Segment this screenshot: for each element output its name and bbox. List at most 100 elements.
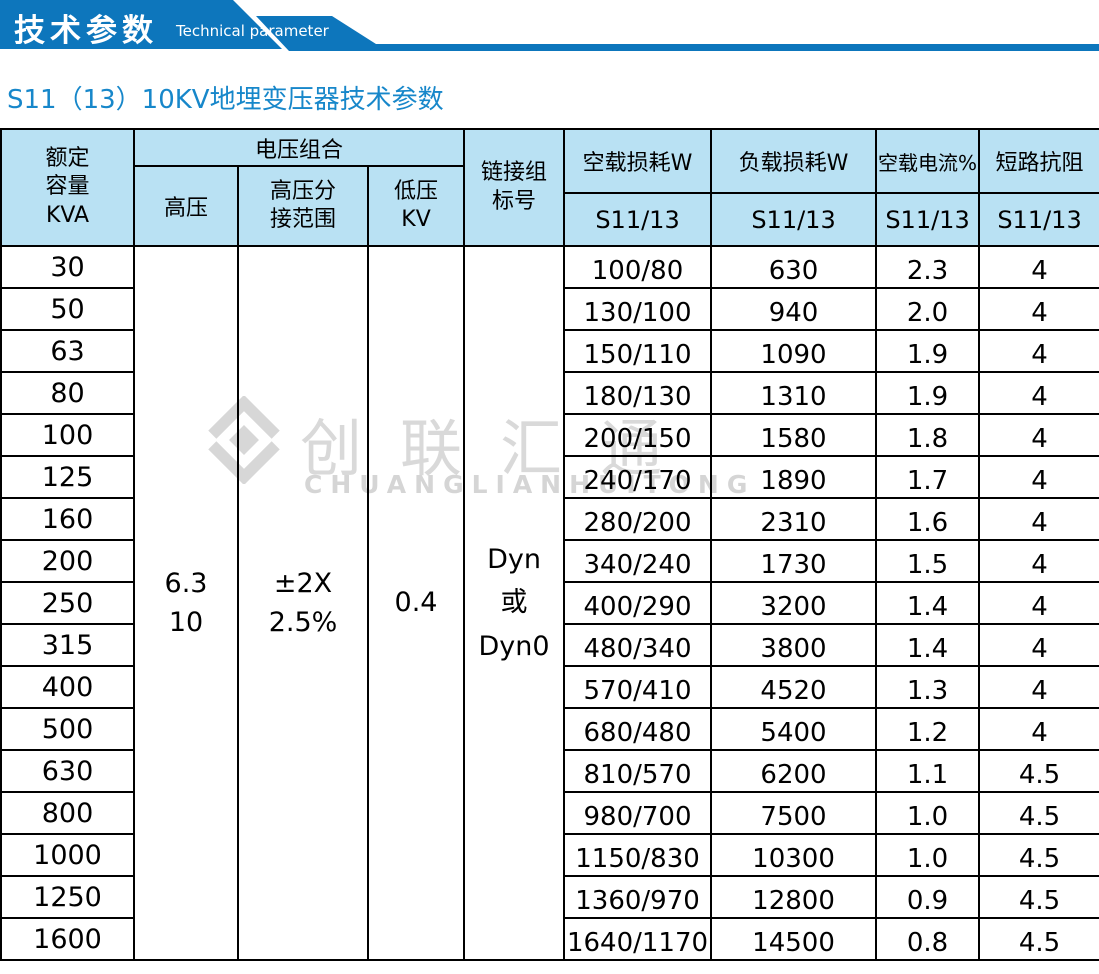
banner-subtitle: Technical parameter (176, 22, 329, 40)
cell-no-load-loss: 1150/830 (563, 833, 713, 877)
table-body: 30 6.3 10 ±2X 2.5% 0.4 Dyn 或 Dyn0 100/80 630 2.… (0, 245, 1099, 961)
no-load-current-label: 空载电流% (878, 131, 978, 194)
table-row: 500 680/480 5400 1.2 4 (0, 707, 1099, 751)
cell-load-loss: 5400 (710, 707, 878, 751)
cell-impedance: 4.5 (978, 791, 1099, 835)
load-loss-sub: S11/13 (751, 205, 836, 234)
cell-load-loss: 6200 (710, 749, 878, 793)
table-row: 315 480/340 3800 1.4 4 (0, 623, 1099, 667)
cell-no-load-loss: 150/110 (563, 329, 713, 373)
cell-no-load-current: 1.9 (875, 371, 981, 415)
table-row: 630 810/570 6200 1.1 4.5 (0, 749, 1099, 793)
cell-capacity: 500 (0, 707, 135, 751)
cell-impedance: 4 (978, 623, 1099, 667)
table-row: 30 6.3 10 ±2X 2.5% 0.4 Dyn 或 Dyn0 100/80 630 2.… (0, 245, 1099, 961)
table-row: 63 150/110 1090 1.9 4 (0, 329, 1099, 373)
parameters-table: 额定 容量 KVA 电压组合 链接组 标号 空载损耗W S11/13 负载损耗W… (0, 127, 1099, 961)
cell-no-load-current: 2.0 (875, 287, 981, 331)
cell-capacity: 1000 (0, 833, 135, 877)
cell-no-load-loss: 340/240 (563, 539, 713, 583)
table-row: 80 180/130 1310 1.9 4 (0, 371, 1099, 415)
col-header-no-load-loss: 空载损耗W S11/13 (563, 128, 713, 247)
col-header-hv: 高压 (133, 165, 239, 247)
cell-load-loss: 1730 (710, 539, 878, 583)
cell-impedance: 4 (978, 539, 1099, 583)
table-row: 50 130/100 940 2.0 4 (0, 287, 1099, 331)
cell-no-load-current: 1.7 (875, 455, 981, 499)
header-banner: 技术参数 Technical parameter (0, 0, 1099, 52)
cell-load-loss: 2310 (710, 497, 878, 541)
cell-impedance: 4 (978, 371, 1099, 415)
cell-no-load-loss: 570/410 (563, 665, 713, 709)
col-header-capacity: 额定 容量 KVA (0, 128, 135, 247)
cell-impedance: 4 (978, 665, 1099, 709)
cell-impedance: 4 (978, 455, 1099, 499)
table-row: 250 400/290 3200 1.4 4 (0, 581, 1099, 625)
table-row: 400 570/410 4520 1.3 4 (0, 665, 1099, 709)
cell-no-load-current: 1.0 (875, 833, 981, 877)
cell-load-loss: 10300 (710, 833, 878, 877)
cell-no-load-loss: 130/100 (563, 287, 713, 331)
no-load-current-sub: S11/13 (885, 205, 970, 234)
cell-no-load-loss: 680/480 (563, 707, 713, 751)
cell-capacity: 1250 (0, 875, 135, 919)
cell-impedance: 4.5 (978, 875, 1099, 919)
load-loss-label: 负载损耗W (713, 131, 875, 194)
cell-load-loss: 12800 (710, 875, 878, 919)
cell-impedance: 4 (978, 413, 1099, 457)
cell-load-loss: 940 (710, 287, 878, 331)
table-row: 160 280/200 2310 1.6 4 (0, 497, 1099, 541)
cell-capacity: 315 (0, 623, 135, 667)
cell-capacity: 30 (0, 245, 135, 289)
cell-capacity: 160 (0, 497, 135, 541)
cell-impedance: 4.5 (978, 749, 1099, 793)
cell-load-loss: 1310 (710, 371, 878, 415)
table-row: 125 240/170 1890 1.7 4 (0, 455, 1099, 499)
cell-load-loss: 1580 (710, 413, 878, 457)
cell-capacity: 80 (0, 371, 135, 415)
cell-load-loss: 3800 (710, 623, 878, 667)
cell-impedance: 4 (978, 287, 1099, 331)
impedance-label: 短路抗阻 (981, 131, 1099, 194)
table-row: 1600 1640/1170 14500 0.8 4.5 (0, 917, 1099, 961)
cell-no-load-loss: 980/700 (563, 791, 713, 835)
banner-title: 技术参数 (14, 13, 158, 49)
cell-impedance: 4 (978, 245, 1099, 289)
table-row: 1000 1150/830 10300 1.0 4.5 (0, 833, 1099, 877)
cell-no-load-current: 1.3 (875, 665, 981, 709)
merged-cell-lv: 0.4 (366, 245, 466, 961)
cell-load-loss: 630 (710, 245, 878, 289)
cell-no-load-current: 1.6 (875, 497, 981, 541)
cell-no-load-current: 1.2 (875, 707, 981, 751)
no-load-loss-label: 空载损耗W (566, 131, 710, 194)
col-header-hv-tap: 高压分 接范围 (237, 165, 369, 247)
cell-impedance: 4 (978, 707, 1099, 751)
cell-impedance: 4.5 (978, 833, 1099, 877)
cell-impedance: 4 (978, 497, 1099, 541)
impedance-sub: S11/13 (997, 205, 1082, 234)
cell-no-load-loss: 100/80 (563, 245, 713, 289)
col-header-no-load-current: 空载电流% S11/13 (875, 128, 981, 247)
banner-ribbon-graphic (0, 0, 1099, 51)
cell-capacity: 100 (0, 413, 135, 457)
cell-capacity: 50 (0, 287, 135, 331)
cell-load-loss: 1890 (710, 455, 878, 499)
table-row: 1250 1360/970 12800 0.9 4.5 (0, 875, 1099, 919)
no-load-loss-sub: S11/13 (595, 205, 680, 234)
col-header-vector-group: 链接组 标号 (463, 128, 566, 247)
cell-no-load-loss: 400/290 (563, 581, 713, 625)
page-title: S11（13）10KV地埋变压器技术参数 (7, 85, 444, 115)
table-row: 800 980/700 7500 1.0 4.5 (0, 791, 1099, 835)
merged-cell-hv: 6.3 10 (133, 245, 239, 961)
cell-load-loss: 4520 (710, 665, 878, 709)
cell-no-load-loss: 280/200 (563, 497, 713, 541)
cell-capacity: 63 (0, 329, 135, 373)
cell-no-load-current: 1.0 (875, 791, 981, 835)
table-header: 额定 容量 KVA 电压组合 链接组 标号 空载损耗W S11/13 负载损耗W… (0, 127, 1099, 247)
cell-load-loss: 3200 (710, 581, 878, 625)
cell-capacity: 125 (0, 455, 135, 499)
table-row: 100 200/150 1580 1.8 4 (0, 413, 1099, 457)
cell-no-load-current: 0.9 (875, 875, 981, 919)
banner-ribbon-main (0, 0, 282, 49)
col-header-impedance: 短路抗阻 S11/13 (978, 128, 1099, 247)
